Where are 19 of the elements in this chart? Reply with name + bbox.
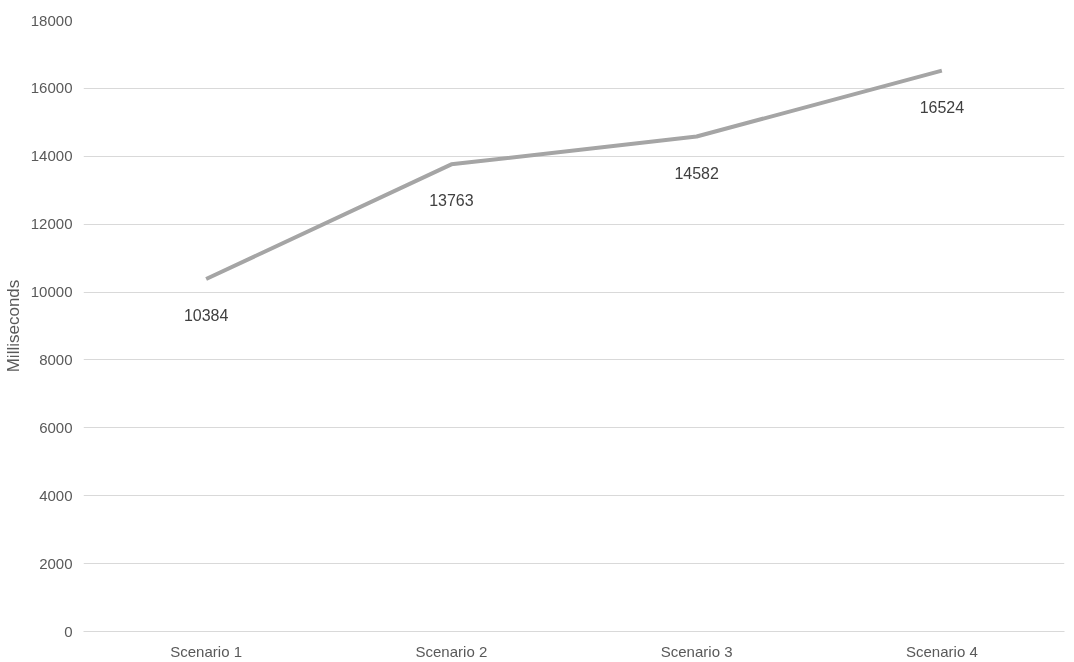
y-tick-label: 12000 bbox=[30, 215, 73, 233]
y-tick-label: 14000 bbox=[30, 147, 73, 165]
data-label: 16524 bbox=[919, 98, 965, 116]
y-tick-label: 2000 bbox=[39, 554, 73, 572]
y-tick-label: 0 bbox=[64, 622, 73, 640]
data-label: 10384 bbox=[183, 307, 229, 325]
y-tick-label: 16000 bbox=[30, 79, 73, 97]
x-tick-label: Scenario 2 bbox=[415, 642, 488, 660]
x-tick-label: Scenario 4 bbox=[906, 642, 978, 660]
y-tick-label: 10000 bbox=[30, 283, 73, 301]
y-axis-title: Milliseconds bbox=[3, 279, 23, 373]
data-label: 14582 bbox=[674, 164, 719, 182]
y-tick-label: 4000 bbox=[39, 486, 73, 504]
y-tick-label: 6000 bbox=[39, 418, 73, 436]
y-tick-label: 8000 bbox=[39, 350, 73, 368]
x-tick-label: Scenario 3 bbox=[660, 642, 733, 660]
data-label: 13763 bbox=[429, 192, 474, 210]
y-tick-label: 18000 bbox=[30, 11, 73, 29]
x-tick-label: Scenario 1 bbox=[170, 642, 242, 660]
